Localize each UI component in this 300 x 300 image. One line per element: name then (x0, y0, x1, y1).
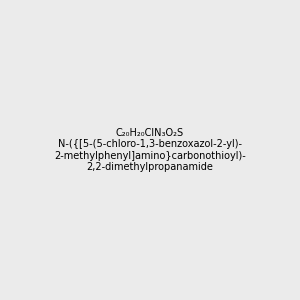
Text: C₂₀H₂₀ClN₃O₂S
N-({[5-(5-chloro-1,3-benzoxazol-2-yl)-
2-methylphenyl]amino}carbon: C₂₀H₂₀ClN₃O₂S N-({[5-(5-chloro-1,3-benzo… (54, 128, 246, 172)
